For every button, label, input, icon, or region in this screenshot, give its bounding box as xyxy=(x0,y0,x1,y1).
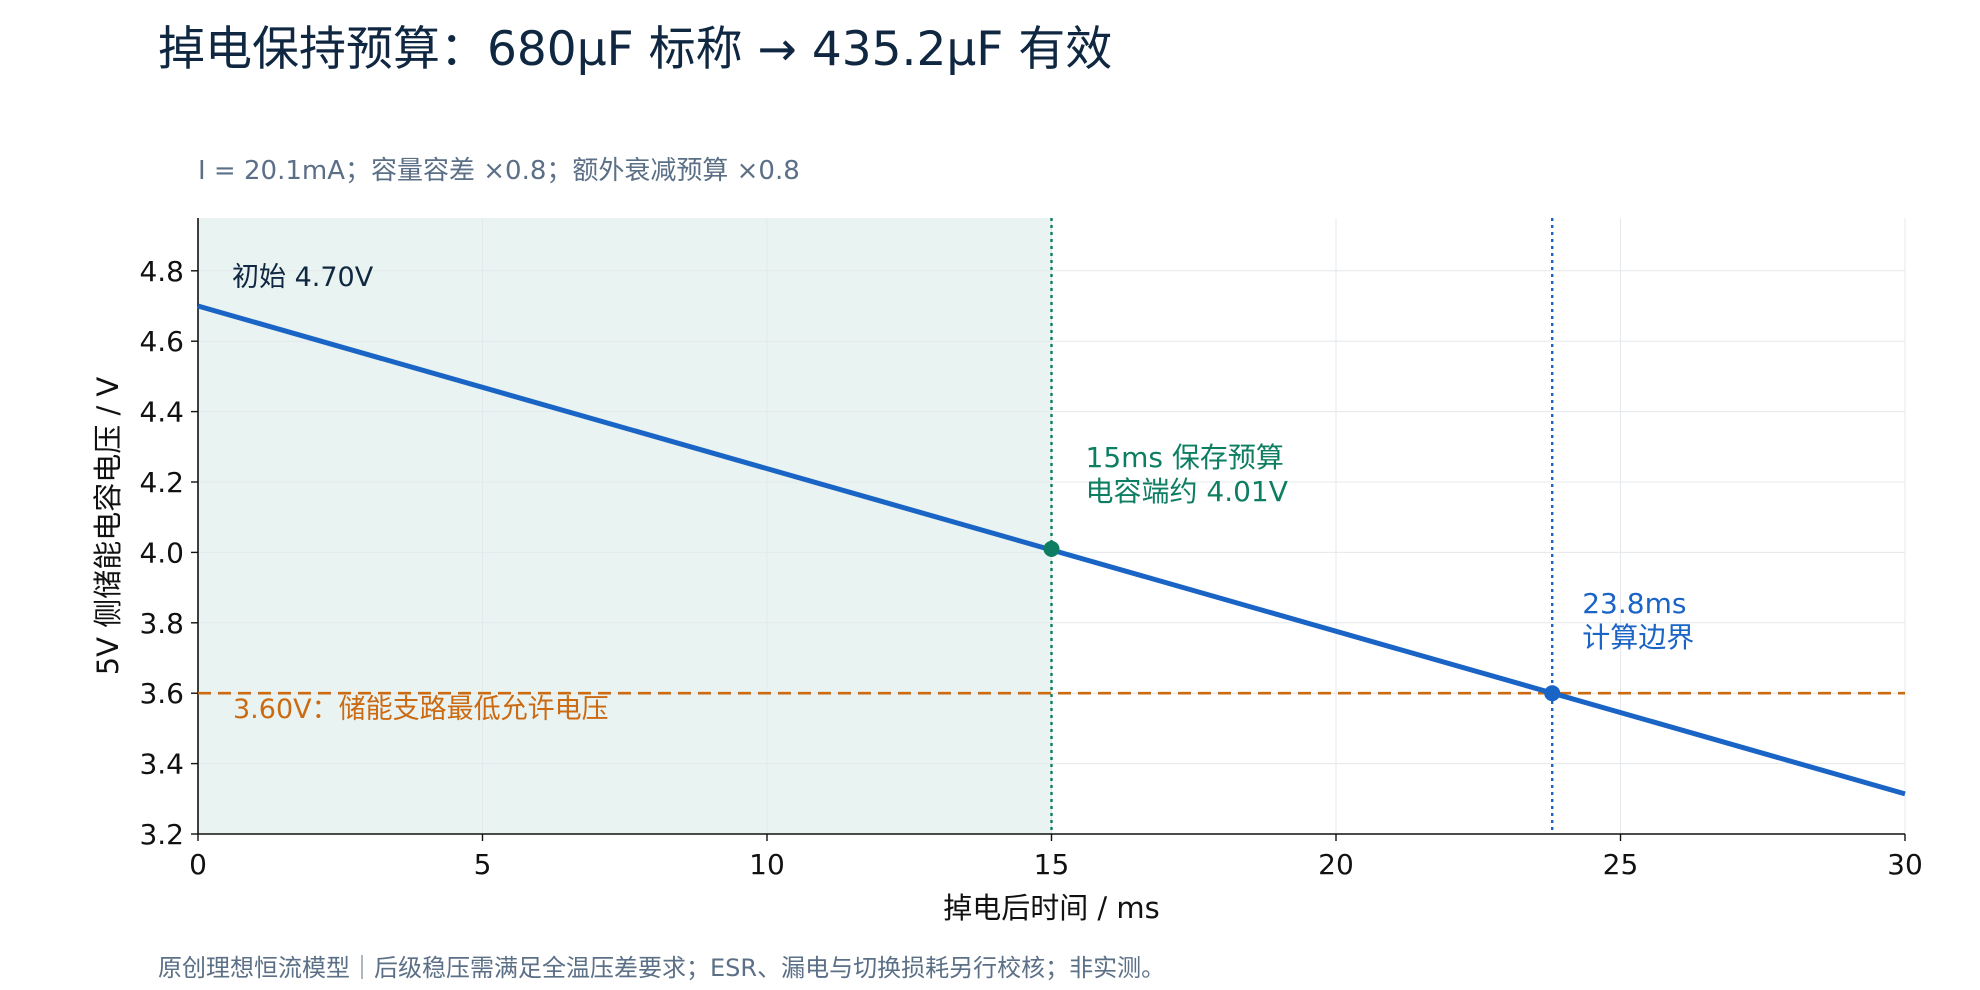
boundary-label: 计算边界 xyxy=(1582,621,1694,654)
y-tick-label: 4.0 xyxy=(139,536,184,569)
boundary-label: 23.8ms xyxy=(1582,587,1686,620)
x-tick-label: 20 xyxy=(1318,848,1354,881)
initial-voltage-label: 初始 4.70V xyxy=(232,262,374,293)
hold-label: 15ms 保存预算 xyxy=(1086,441,1284,474)
y-tick-label: 3.2 xyxy=(139,818,184,851)
x-tick-label: 25 xyxy=(1603,848,1639,881)
x-tick-label: 5 xyxy=(474,848,492,881)
x-tick-label: 30 xyxy=(1887,848,1923,881)
x-tick-label: 0 xyxy=(189,848,207,881)
y-tick-label: 3.4 xyxy=(139,748,184,781)
y-tick-label: 4.2 xyxy=(139,466,184,499)
x-tick-label: 10 xyxy=(749,848,785,881)
hold-point xyxy=(1043,540,1060,557)
y-tick-label: 4.4 xyxy=(139,396,184,429)
chart-footnote: 原创理想恒流模型｜后级稳压需满足全温压差要求；ESR、漏电与切换损耗另行校核；非… xyxy=(158,954,1166,982)
y-tick-label: 3.6 xyxy=(139,677,184,710)
boundary-point xyxy=(1544,685,1561,702)
x-tick-label: 15 xyxy=(1034,848,1070,881)
chart-title: 掉电保持预算：680μF 标称 → 435.2μF 有效 xyxy=(158,22,1113,77)
y-tick-label: 3.8 xyxy=(139,607,184,640)
y-axis-label: 5V 侧储能电容电压 / V xyxy=(91,377,125,676)
threshold-label: 3.60V：储能支路最低允许电压 xyxy=(233,694,609,725)
y-tick-label: 4.8 xyxy=(139,255,184,288)
x-axis-label: 掉电后时间 / ms xyxy=(943,891,1160,925)
hold-label: 电容端约 4.01V xyxy=(1086,475,1288,508)
y-tick-label: 4.6 xyxy=(139,325,184,358)
chart-subtitle: I = 20.1mA；容量容差 ×0.8；额外衰减预算 ×0.8 xyxy=(198,156,800,186)
hold-window-shade xyxy=(198,218,1052,834)
